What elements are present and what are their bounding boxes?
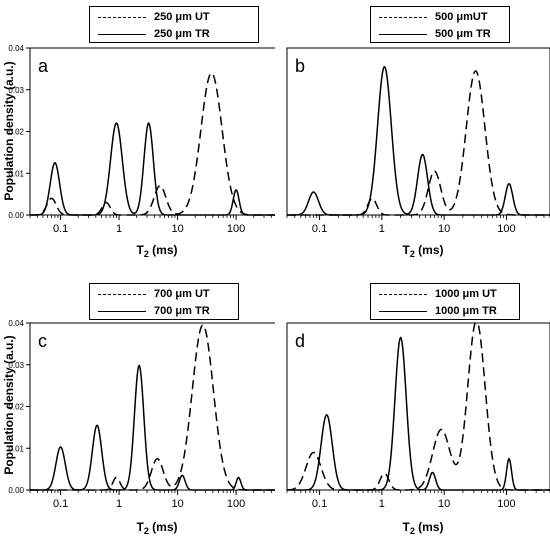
- x-axis-label-unit: (ms): [148, 243, 178, 257]
- x-axis-label: T2 (ms): [127, 520, 187, 536]
- x-tick-label-100: 100: [227, 498, 245, 510]
- x-axis-label-main: T: [402, 243, 410, 257]
- legend-label-tr: 500 μm TR: [435, 28, 491, 40]
- y-tick-label-0.02: 0.02: [8, 128, 24, 137]
- series-line-ut: [286, 322, 550, 491]
- series-line-tr: [287, 336, 550, 491]
- dashed-line-swatch: [98, 294, 146, 295]
- y-tick-label-0.00: 0.00: [8, 211, 24, 220]
- x-axis-label-sub: 2: [409, 526, 415, 536]
- x-tick-label-100: 100: [497, 223, 515, 235]
- x-tick-label-10: 10: [171, 223, 183, 235]
- x-axis-label-unit: (ms): [148, 520, 178, 534]
- x-axis-label-sub: 2: [143, 526, 149, 536]
- x-axis-label-main: T: [136, 520, 144, 534]
- legend-b: 500 μmUT 500 μm TR: [370, 6, 510, 43]
- x-axis-label-main: T: [136, 243, 144, 257]
- y-tick-label-0.04: 0.04: [8, 319, 24, 328]
- series-line-tr: [30, 122, 275, 216]
- x-tick-label-0.1: 0.1: [312, 223, 327, 235]
- y-tick-label-0.00: 0.00: [8, 486, 24, 495]
- legend-row-tr: 250 μm TR: [90, 26, 258, 42]
- x-axis-label: T2 (ms): [393, 243, 453, 259]
- series-line-ut: [287, 70, 550, 216]
- plot-area-b: 0.1 1 10 100 b: [286, 47, 550, 235]
- panel-b: 500 μmUT 500 μm TR 0.1 1 10 100 b T2 (ms): [275, 0, 550, 273]
- x-tick-label-1: 1: [116, 498, 122, 510]
- plot-frame: [286, 322, 550, 491]
- x-tick-label-1: 1: [379, 223, 385, 235]
- y-tick-label-0.03: 0.03: [8, 86, 24, 95]
- x-axis-label-unit: (ms): [414, 243, 444, 257]
- legend-label-ut: 1000 μm UT: [435, 288, 497, 300]
- x-axis-label: T2 (ms): [393, 520, 453, 536]
- legend-row-ut: 1000 μm UT: [371, 286, 519, 302]
- x-tick-label-0.1: 0.1: [312, 498, 327, 510]
- panel-letter: b: [295, 56, 305, 76]
- legend-label-ut: 500 μmUT: [435, 11, 488, 23]
- dashed-line-swatch: [379, 294, 427, 295]
- x-axis-label-sub: 2: [143, 249, 149, 259]
- legend-row-tr: 700 μm TR: [90, 303, 238, 319]
- legend-label-ut: 700 μm UT: [154, 288, 210, 300]
- legend-label-tr: 250 μm TR: [154, 28, 210, 40]
- legend-row-ut: 700 μm UT: [90, 286, 238, 302]
- dashed-line-swatch: [379, 17, 427, 18]
- x-tick-label-1: 1: [379, 498, 385, 510]
- plot-area-a: 0.1 1 10 100 0.00 0.01 0.02 0.03 0.04 a: [8, 44, 275, 235]
- panel-a: 250 μm UT 250 μm TR Population density (…: [0, 0, 275, 273]
- dashed-line-swatch: [98, 17, 146, 18]
- x-tick-label-0.1: 0.1: [53, 223, 68, 235]
- x-axis-label: T2 (ms): [127, 243, 187, 259]
- y-tick-label-0.04: 0.04: [8, 44, 24, 53]
- solid-line-swatch: [98, 34, 146, 35]
- x-axis-label-unit: (ms): [414, 520, 444, 534]
- legend-d: 1000 μm UT 1000 μm TR: [370, 283, 520, 320]
- solid-line-swatch: [98, 311, 146, 312]
- x-axis-label-main: T: [402, 520, 410, 534]
- x-tick-label-10: 10: [438, 498, 450, 510]
- legend-label-tr: 700 μm TR: [154, 305, 210, 317]
- x-tick-label-10: 10: [438, 223, 450, 235]
- x-axis-label-sub: 2: [409, 249, 415, 259]
- legend-c: 700 μm UT 700 μm TR: [89, 283, 239, 320]
- legend-row-tr: 500 μm TR: [371, 26, 509, 42]
- panel-letter: a: [38, 56, 49, 76]
- series-line-ut: [30, 324, 275, 491]
- plot-area-d: 0.1 1 10 100 d: [286, 322, 550, 510]
- legend-row-ut: 500 μmUT: [371, 9, 509, 25]
- series-line-tr: [287, 65, 550, 216]
- legend-a: 250 μm UT 250 μm TR: [89, 6, 259, 43]
- series-line-tr: [30, 364, 275, 491]
- y-tick-label-0.01: 0.01: [8, 444, 24, 453]
- y-tick-label-0.03: 0.03: [8, 361, 24, 370]
- solid-line-swatch: [379, 34, 427, 35]
- x-tick-label-1: 1: [116, 223, 122, 235]
- panel-letter: c: [38, 331, 47, 351]
- panel-letter: d: [295, 331, 305, 351]
- x-tick-label-0.1: 0.1: [53, 498, 68, 510]
- legend-label-ut: 250 μm UT: [154, 11, 210, 23]
- y-tick-label-0.01: 0.01: [8, 169, 24, 178]
- solid-line-swatch: [379, 311, 427, 312]
- plot-frame: [29, 47, 275, 216]
- plot-frame: [286, 47, 550, 216]
- legend-row-ut: 250 μm UT: [90, 9, 258, 25]
- legend-row-tr: 1000 μm TR: [371, 303, 519, 319]
- panel-d: 1000 μm UT 1000 μm TR 0.1 1 10 100 d T2 (ms): [275, 274, 550, 547]
- x-tick-label-100: 100: [227, 223, 245, 235]
- x-tick-label-10: 10: [171, 498, 183, 510]
- plot-frame: [29, 322, 275, 491]
- plot-area-c: 0.1 1 10 100 0.00 0.01 0.02 0.03 0.04 c: [8, 319, 275, 510]
- panel-c: 700 μm UT 700 μm TR Population density (…: [0, 274, 275, 547]
- y-tick-label-0.02: 0.02: [8, 403, 24, 412]
- x-tick-label-100: 100: [497, 498, 515, 510]
- legend-label-tr: 1000 μm TR: [435, 305, 497, 317]
